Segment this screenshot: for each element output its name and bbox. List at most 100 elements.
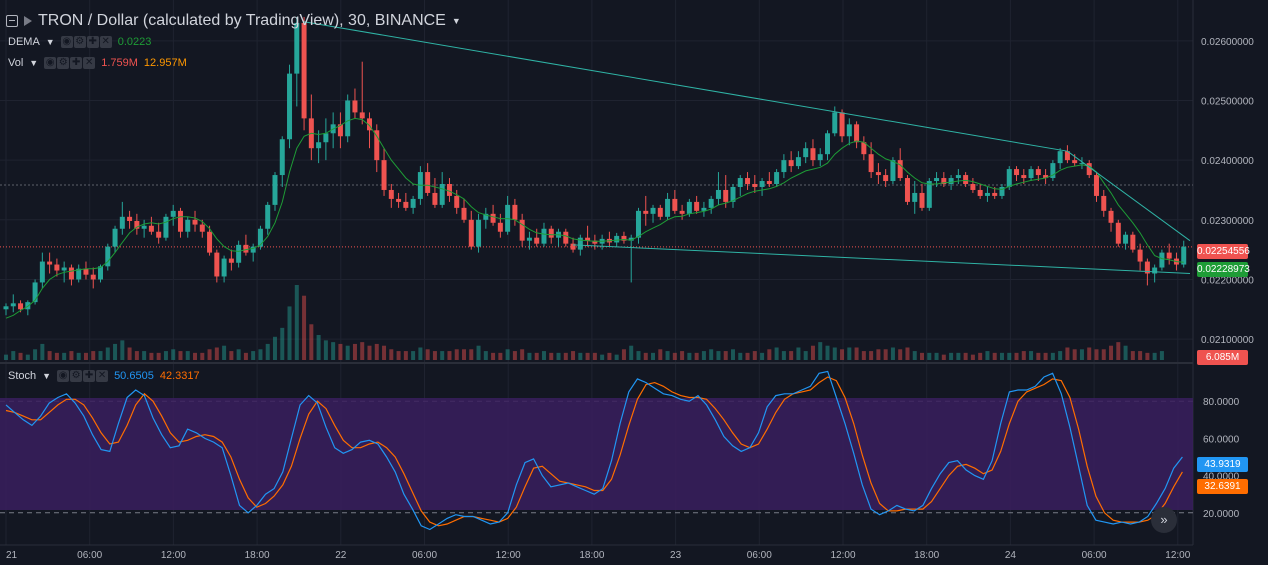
stoch-label[interactable]: Stoch — [8, 370, 37, 382]
visibility-icon[interactable]: ◉ — [57, 370, 70, 382]
volume-bar — [716, 351, 721, 360]
volume-bar — [18, 352, 23, 360]
volume-bar — [91, 351, 96, 360]
volume-bar — [890, 347, 895, 360]
volume-bar — [1007, 352, 1012, 360]
stoch-k-value: 50.6505 — [114, 370, 154, 382]
candle-body — [221, 258, 227, 277]
volume-bar — [127, 347, 132, 360]
candle-body — [904, 178, 910, 202]
candle-body — [854, 124, 860, 143]
flag-icon[interactable] — [24, 16, 32, 26]
vol-label[interactable]: Vol — [8, 57, 24, 69]
time-axis-label: 23 — [670, 550, 682, 561]
chevron-down-icon[interactable]: ▼ — [42, 371, 52, 381]
more-icon[interactable]: ✚ — [70, 57, 83, 69]
candle-body — [207, 231, 213, 253]
candle-body — [846, 124, 852, 137]
candle-body — [323, 133, 329, 143]
candle-body — [134, 220, 140, 229]
candle-body — [759, 181, 765, 187]
settings-icon[interactable]: ⚙ — [73, 36, 86, 48]
dema-label[interactable]: DEMA — [8, 36, 40, 48]
volume-bar — [491, 352, 496, 360]
dema-value: 0.0223 — [117, 36, 152, 48]
volume-bar — [33, 349, 38, 360]
close-icon[interactable]: ✕ — [96, 370, 109, 382]
candle-body — [76, 268, 82, 280]
chevron-down-icon[interactable]: ▼ — [45, 37, 55, 47]
candle-body — [781, 160, 787, 173]
candle-body — [686, 201, 692, 214]
volume-bar — [316, 335, 321, 360]
chevron-down-icon[interactable]: ▼ — [29, 58, 39, 68]
volume-bar — [818, 342, 823, 360]
volume-bar — [527, 352, 532, 360]
volume-bar — [76, 352, 81, 360]
time-axis-label: 06:00 — [1082, 550, 1107, 561]
candle-body — [199, 224, 205, 232]
volume-bar — [1029, 351, 1034, 360]
candle-body — [926, 181, 932, 208]
stoch-legend: Stoch ▼ ◉ ⚙ ✚ ✕ 50.6505 42.3317 — [8, 370, 200, 382]
close-icon[interactable]: ✕ — [99, 36, 112, 48]
visibility-icon[interactable]: ◉ — [44, 57, 57, 69]
symbol-title[interactable]: TRON / Dollar (calculated by TradingView… — [38, 12, 446, 29]
volume-bar — [302, 295, 307, 360]
volume-bar — [149, 352, 154, 360]
candle-body — [1101, 195, 1107, 211]
visibility-icon[interactable]: ◉ — [60, 36, 73, 48]
volume-bar — [898, 349, 903, 360]
volume-bars — [4, 285, 1164, 360]
more-icon[interactable]: ✚ — [83, 370, 96, 382]
candle-body — [592, 240, 598, 244]
volume-bar — [854, 347, 859, 360]
candle-body — [468, 219, 474, 247]
volume-bar — [1058, 351, 1063, 360]
volume-bar — [1065, 347, 1070, 360]
candle-body — [396, 198, 402, 202]
volume-bar — [927, 352, 932, 360]
volume-tag: 6.085M — [1197, 350, 1248, 365]
volume-bar — [767, 349, 772, 360]
candle-body — [723, 189, 729, 202]
volume-bar — [905, 347, 910, 360]
volume-bar — [200, 352, 205, 360]
candle-body — [570, 243, 576, 250]
settings-icon[interactable]: ⚙ — [57, 57, 70, 69]
stoch-axis-label: 40.0000 — [1203, 472, 1240, 483]
candle-body — [68, 267, 74, 280]
candle-body — [1086, 163, 1092, 176]
time-axis-label: 18:00 — [245, 550, 270, 561]
volume-bar — [789, 351, 794, 360]
volume-bar — [1123, 345, 1128, 360]
volume-bar — [418, 347, 423, 360]
candle-body — [715, 189, 721, 199]
more-icon[interactable]: ✚ — [86, 36, 99, 48]
collapse-icon[interactable] — [6, 15, 18, 27]
stoch-k-line — [5, 370, 1183, 531]
candle-body — [1123, 234, 1129, 244]
volume-bar — [512, 351, 517, 360]
candle-body — [432, 192, 438, 205]
candle-body — [1021, 175, 1027, 179]
candle-body — [825, 133, 831, 155]
close-icon[interactable]: ✕ — [83, 57, 96, 69]
candle-body — [868, 154, 874, 173]
candle-body — [890, 160, 896, 182]
volume-bar — [614, 354, 619, 360]
candle-body — [257, 228, 263, 247]
candle-body — [279, 139, 285, 176]
chevron-down-icon[interactable]: ▼ — [451, 16, 461, 26]
stoch-axis-label: 60.0000 — [1203, 434, 1240, 445]
scroll-to-realtime-button[interactable]: » — [1151, 507, 1177, 533]
volume-bar — [440, 351, 445, 360]
settings-icon[interactable]: ⚙ — [70, 370, 83, 382]
candle-body — [454, 195, 460, 208]
time-axis-label: 06:00 — [747, 550, 772, 561]
volume-bar — [120, 340, 125, 360]
time-axis-label: 22 — [335, 550, 347, 561]
candles[interactable] — [3, 16, 1187, 316]
candle-body — [1115, 222, 1121, 244]
